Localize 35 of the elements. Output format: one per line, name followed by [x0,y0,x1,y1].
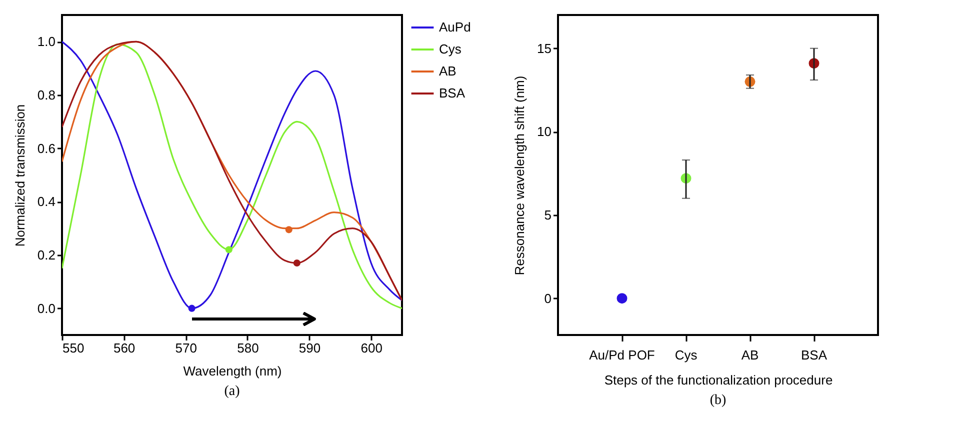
legend-label: BSA [439,86,466,100]
x-axis-title: Steps of the functionalization procedure [604,372,833,388]
y-tick-label: 0.4 [37,194,56,210]
point [616,293,628,304]
y-axis-title: Normalized transmission [12,104,28,247]
y-tick-label: 0.8 [37,88,56,102]
x-tick-label: AB [741,348,759,362]
x-tick-label: 580 [237,340,259,356]
y-axis-title: Ressonance wavelength shift (nm) [512,76,528,276]
y-tick-label: 5 [544,208,552,222]
x-tick-label: 560 [113,340,136,356]
point [188,304,196,312]
y-tick-label: 1.0 [37,34,56,50]
text: (a) [224,384,240,399]
y-tick-label: 0.0 [37,300,56,316]
x-tick-label: 600 [360,340,382,356]
y-tick-label: 0 [544,290,552,306]
x-axis-title: Wavelength (nm) [183,364,282,378]
y-tick-label: 10 [537,124,552,140]
y-tick-label: 15 [537,40,552,56]
y-tick-label: 0.6 [37,140,56,156]
point [285,226,292,234]
legend-label: AB [439,64,456,78]
y-tick-label: 0.2 [37,248,56,262]
x-tick-label: 570 [175,340,197,356]
point [225,246,232,254]
x-tick-label: 590 [298,340,321,356]
legend-label: AuPd [439,20,471,34]
x-tick-label: Au/Pd POF [589,348,655,362]
legend-label: Cys [439,42,462,56]
x-tick-label: BSA [800,348,828,362]
x-tick-label: Cys [674,348,698,362]
text: (b) [710,393,726,408]
point [293,259,300,267]
x-tick-label: 550 [62,340,84,356]
